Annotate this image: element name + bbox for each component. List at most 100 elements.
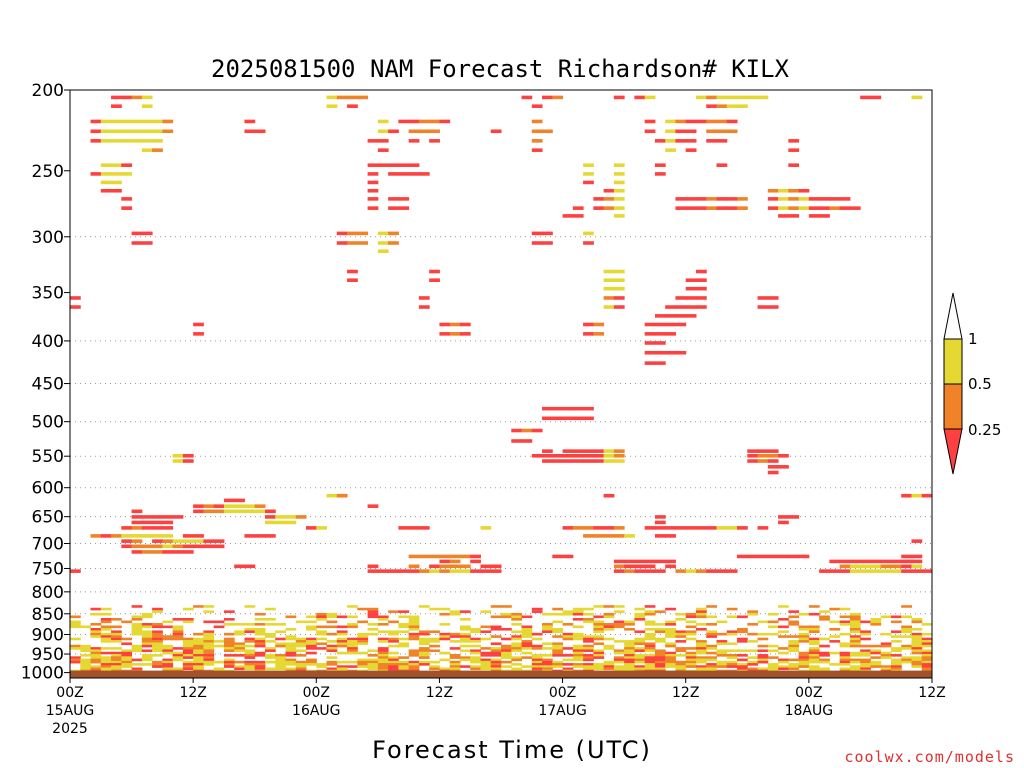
ri-cell-low	[152, 644, 163, 648]
y-tick-label: 300	[32, 228, 64, 248]
ri-cell-low	[695, 656, 707, 659]
ri-cell	[634, 559, 646, 564]
ri-cell	[223, 509, 235, 514]
ri-cell	[418, 554, 430, 559]
ri-cell-low	[849, 630, 861, 634]
ri-cell	[849, 206, 861, 210]
ri-cell-low	[388, 637, 399, 641]
ri-cell	[737, 526, 748, 530]
ri-cell	[223, 504, 235, 508]
ri-cell-low	[572, 647, 584, 650]
ri-cell-low	[542, 663, 553, 666]
ri-cell-low	[716, 640, 728, 643]
ri-cell	[613, 305, 625, 309]
ri-cell-low	[121, 651, 133, 655]
ri-cell	[244, 509, 256, 514]
ri-cell-low	[121, 656, 133, 659]
ri-cell-low	[778, 647, 789, 650]
ri-cell-low	[306, 660, 317, 664]
ri-cell-low	[398, 667, 410, 671]
ri-cell	[695, 305, 707, 309]
ri-cell-low	[244, 623, 256, 626]
ri-cell-low	[685, 612, 697, 616]
ri-cell-low	[798, 656, 810, 659]
ri-cell-low	[459, 637, 471, 641]
ri-cell-low	[562, 647, 574, 650]
ri-cell-low	[285, 615, 297, 619]
ri-cell	[737, 104, 748, 108]
ri-cell-low	[111, 618, 122, 621]
ri-cell-low	[418, 654, 430, 657]
ri-cell-low	[223, 644, 235, 648]
ri-cell-low	[726, 630, 738, 634]
ri-cell-low	[306, 644, 317, 648]
ri-cell	[470, 554, 481, 559]
ri-cell-low	[860, 663, 871, 666]
ri-cell	[162, 119, 174, 124]
ri-cell-low	[778, 665, 789, 668]
ri-cell	[141, 515, 153, 519]
ri-cell-low	[162, 651, 174, 655]
ri-cell	[767, 554, 779, 559]
ri-cell-low	[747, 663, 759, 666]
ri-cell-low	[706, 623, 717, 626]
ri-cell-low	[911, 620, 923, 624]
ri-cell-low	[501, 649, 512, 653]
ri-cell	[121, 544, 133, 549]
ri-cell-low	[203, 637, 215, 641]
ri-cell-low	[111, 632, 122, 636]
ri-cell-low	[234, 665, 245, 668]
ri-cell-low	[624, 667, 635, 671]
ri-cell-low	[203, 663, 215, 666]
ri-cell-low	[408, 663, 420, 666]
ri-cell-low	[111, 660, 122, 664]
ri-cell-low	[654, 665, 666, 668]
ri-cell	[418, 129, 430, 134]
richardson-cells	[70, 95, 933, 675]
ri-cell	[911, 539, 923, 543]
ri-cell-low	[254, 627, 266, 631]
ri-cell-low	[511, 647, 523, 650]
ri-cell	[152, 534, 163, 538]
ri-cell-low	[326, 615, 338, 619]
ri-cell-low	[347, 651, 358, 655]
ri-cell	[593, 534, 605, 538]
ri-cell-low	[880, 642, 892, 646]
ri-cell	[377, 249, 389, 254]
ri-cell-low	[511, 618, 523, 621]
ri-cell-low	[490, 647, 502, 650]
ri-cell	[131, 129, 143, 134]
ri-cell-low	[480, 658, 492, 662]
ri-cell	[90, 139, 102, 143]
ri-cell	[418, 119, 430, 124]
ri-cell-low	[572, 618, 584, 621]
ri-cell	[398, 119, 410, 124]
ri-cell	[583, 534, 594, 538]
ri-cell-low	[203, 635, 215, 638]
ri-cell	[706, 569, 717, 573]
ri-cell	[675, 197, 687, 201]
ri-cell-low	[162, 644, 174, 648]
ri-cell-low	[152, 635, 163, 638]
ri-cell	[121, 95, 133, 100]
ri-cell	[583, 163, 594, 167]
ri-cell-low	[90, 607, 102, 611]
ri-cell-low	[203, 610, 215, 613]
ri-cell-low	[244, 651, 256, 655]
ri-cell	[767, 453, 779, 458]
ri-cell-low	[80, 625, 92, 629]
ri-cell	[706, 104, 717, 108]
ri-cell-low	[223, 642, 235, 646]
ri-cell-low	[542, 625, 553, 629]
ri-cell-low	[870, 663, 882, 666]
ri-cell	[716, 526, 728, 530]
colorbar-legend: 10.50.25	[943, 292, 1001, 475]
ri-cell-low	[90, 654, 102, 657]
ri-cell	[121, 534, 133, 538]
ri-cell-low	[613, 610, 625, 613]
ri-cell-low	[675, 635, 687, 638]
ri-cell-low	[347, 665, 358, 668]
ri-cell	[408, 119, 420, 124]
ri-cell-low	[839, 658, 851, 662]
ri-cell-low	[377, 615, 389, 619]
